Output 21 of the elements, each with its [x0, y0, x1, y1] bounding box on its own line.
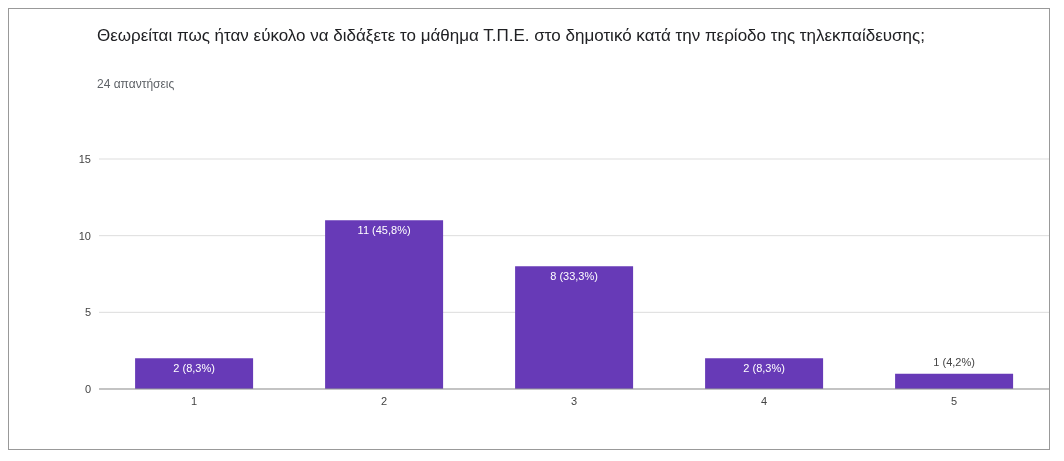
bar	[135, 358, 254, 389]
data-label: 11 (45,8%)	[357, 224, 411, 237]
y-tick-label: 10	[78, 229, 91, 242]
data-label: 2 (8,3%)	[743, 362, 785, 375]
bar	[515, 266, 634, 389]
bar	[895, 373, 1014, 389]
data-label: 1 (4,2%)	[933, 355, 975, 368]
x-tick-label: 5	[950, 394, 958, 407]
chart-subtitle: 24 απαντήσεις	[97, 77, 175, 91]
x-tick-label: 2	[380, 394, 388, 407]
data-label: 2 (8,3%)	[173, 362, 215, 375]
y-tick-label: 15	[78, 152, 91, 165]
data-label: 8 (33,3%)	[550, 270, 598, 283]
bar	[705, 358, 824, 389]
chart-title: Θεωρείται πως ήταν εύκολο να διδάξετε το μάθημα Τ.Π.Ε. στο δημοτικό κατά την περίοδο της τηλεκπαίδευσης;	[97, 25, 926, 47]
y-tick-label: 5	[84, 306, 91, 319]
x-tick-label: 1	[190, 394, 198, 407]
y-tick-label: 0	[84, 382, 91, 395]
x-tick-label: 4	[760, 394, 768, 407]
bar	[325, 220, 444, 389]
x-tick-label: 3	[570, 394, 578, 407]
